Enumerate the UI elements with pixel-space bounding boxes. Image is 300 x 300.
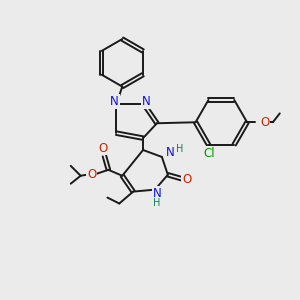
Text: N: N bbox=[110, 95, 119, 108]
Text: N: N bbox=[142, 95, 150, 108]
Text: O: O bbox=[87, 168, 96, 181]
Text: N: N bbox=[153, 187, 161, 200]
Text: O: O bbox=[260, 116, 269, 129]
Text: O: O bbox=[182, 173, 191, 186]
Text: H: H bbox=[176, 144, 183, 154]
Text: O: O bbox=[99, 142, 108, 154]
Text: H: H bbox=[153, 197, 161, 208]
Text: Cl: Cl bbox=[204, 147, 215, 160]
Text: N: N bbox=[166, 146, 175, 160]
